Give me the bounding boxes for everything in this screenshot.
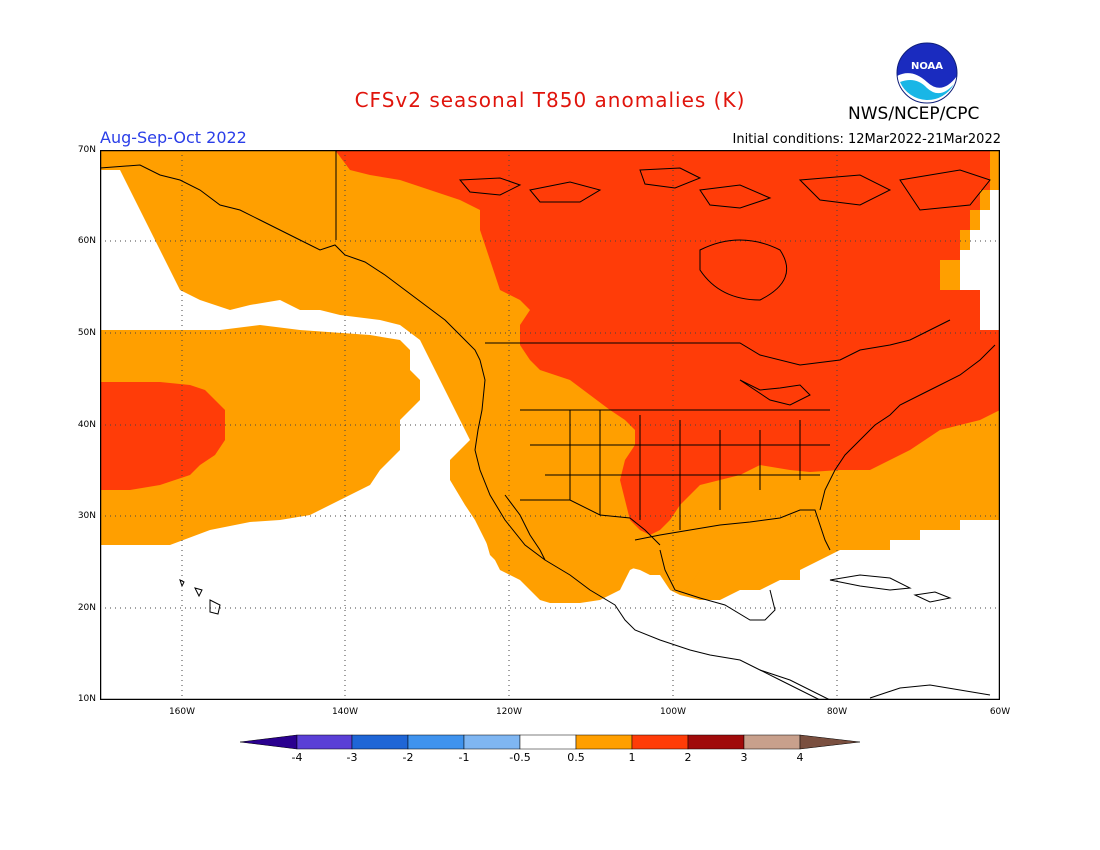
lat-label-20n: 20N — [77, 603, 96, 613]
initial-conditions-label: Initial conditions: 12Mar2022-21Mar2022 — [732, 132, 1002, 147]
colorbar-swatch — [519, 734, 577, 750]
season-label: Aug-Sep-Oct 2022 — [100, 128, 247, 147]
svg-text:NOAA: NOAA — [911, 61, 943, 72]
colorbar-label: 4 — [796, 751, 804, 764]
colorbar-swatch — [631, 734, 689, 750]
map-frame — [100, 150, 1000, 700]
colorbar-label: -3 — [346, 751, 358, 764]
lat-label-70n: 70N — [77, 145, 96, 155]
lat-label-30n: 30N — [77, 511, 96, 521]
colorbar-swatch — [463, 734, 521, 750]
coastlines — [100, 150, 996, 700]
colorbar-swatch — [407, 734, 465, 750]
colorbar-swatch — [743, 734, 801, 750]
colorbar-swatch — [351, 734, 409, 750]
colorbar-label: 0.5 — [567, 751, 585, 764]
colorbar-label: -4 — [291, 751, 303, 764]
colorbar-label: -1 — [458, 751, 470, 764]
lat-label-50n: 50N — [77, 328, 96, 338]
colorbar-label: 3 — [740, 751, 748, 764]
colorbar — [240, 734, 861, 750]
lat-label-60n: 60N — [77, 236, 96, 246]
colorbar-swatch — [687, 734, 745, 750]
lon-label-120w: 120W — [495, 707, 523, 717]
lon-label-80w: 80W — [826, 707, 848, 717]
noaa-logo-icon: NOAA — [896, 42, 958, 104]
lat-label-40n: 40N — [77, 420, 96, 430]
chart-title: CFSv2 seasonal T850 anomalies (K) — [354, 88, 746, 112]
colorbar-label: -2 — [402, 751, 414, 764]
colorbar-arrow-high — [799, 734, 861, 750]
map-gridlines — [100, 150, 1000, 700]
colorbar-label: -0.5 — [509, 751, 531, 764]
colorbar-label: 1 — [628, 751, 636, 764]
colorbar-arrow-low — [240, 734, 298, 750]
lon-label-60w: 60W — [989, 707, 1011, 717]
agency-label: NWS/NCEP/CPC — [848, 104, 980, 124]
lon-label-140w: 140W — [331, 707, 359, 717]
lon-label-160w: 160W — [168, 707, 196, 717]
colorbar-label: 2 — [684, 751, 692, 764]
colorbar-swatch — [296, 734, 353, 750]
lat-label-10n: 10N — [77, 694, 96, 704]
colorbar-swatch — [575, 734, 633, 750]
lon-label-100w: 100W — [659, 707, 687, 717]
anomaly-map — [100, 150, 1000, 700]
